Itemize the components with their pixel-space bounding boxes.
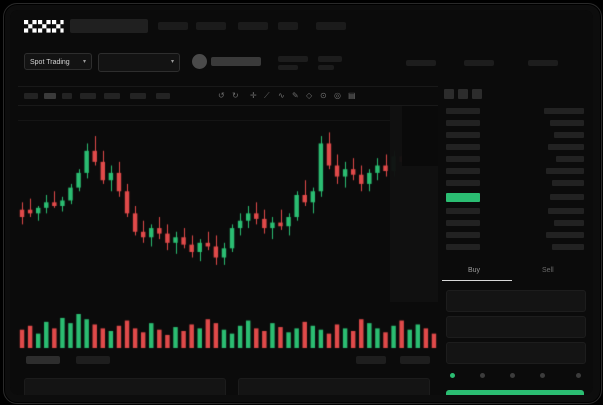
- overlay-artifact-2: [402, 106, 438, 166]
- eye-icon[interactable]: ◎: [334, 91, 341, 100]
- stat-last-price-sub: [278, 65, 298, 70]
- amount-field[interactable]: [446, 342, 586, 364]
- pencil-icon[interactable]: ✎: [292, 91, 299, 100]
- toolbar-btn-2[interactable]: [62, 93, 72, 99]
- trash-icon[interactable]: ▤: [348, 91, 356, 100]
- stat-last-price: [278, 56, 308, 62]
- bottom-panel-left[interactable]: [24, 378, 226, 395]
- toolbar-btn-4[interactable]: [104, 93, 120, 99]
- last-price-value: [550, 194, 584, 200]
- ask-row[interactable]: [446, 168, 480, 174]
- trendline-icon[interactable]: ⟋: [264, 91, 270, 100]
- ask-row[interactable]: [446, 108, 480, 114]
- nav-item-2[interactable]: [196, 22, 226, 30]
- ask-row[interactable]: [552, 180, 584, 186]
- chart-footer-tabs: [18, 354, 438, 368]
- bid-row[interactable]: [446, 220, 480, 226]
- coin-avatar: [192, 54, 207, 69]
- bid-row[interactable]: [446, 232, 480, 238]
- toolbar-btn-1[interactable]: [24, 93, 38, 99]
- ask-row[interactable]: [548, 144, 584, 150]
- toolbar-btn-3[interactable]: [80, 93, 96, 99]
- redo-icon[interactable]: ↻: [232, 91, 239, 100]
- bid-row[interactable]: [552, 244, 584, 250]
- toolbar-btn-interval-active[interactable]: [44, 93, 56, 99]
- okx-logo-icon[interactable]: [24, 20, 64, 33]
- chevron-down-icon: ▾: [82, 59, 86, 65]
- ask-row[interactable]: [556, 156, 584, 162]
- bid-row[interactable]: [446, 208, 480, 214]
- chart-toolbar: ↺ ↻ ✛ ⟋ ∿ ✎ ◇ ⊙ ◎ ▤: [18, 86, 438, 106]
- magnet-icon[interactable]: ⊙: [320, 91, 327, 100]
- undo-icon[interactable]: ↺: [218, 91, 225, 100]
- slider-dot-3[interactable]: [510, 373, 515, 378]
- tab-sell[interactable]: Sell: [542, 267, 554, 274]
- ask-row[interactable]: [446, 120, 480, 126]
- nav-item-1[interactable]: [158, 22, 188, 30]
- book-asks-icon[interactable]: [472, 89, 482, 99]
- ask-row[interactable]: [446, 132, 480, 138]
- ask-row[interactable]: [446, 180, 480, 186]
- book-both-icon[interactable]: [444, 89, 454, 99]
- crosshair-icon[interactable]: ✛: [250, 91, 257, 100]
- footer-right-tab-1[interactable]: [356, 356, 386, 364]
- chevron-down-icon: ▾: [170, 59, 174, 65]
- stat-24h-volume: [528, 60, 558, 66]
- toolbar-btn-5[interactable]: [130, 93, 146, 99]
- ask-row[interactable]: [546, 168, 584, 174]
- footer-tab-2[interactable]: [76, 356, 110, 364]
- stat-change: [318, 56, 342, 62]
- slider-dot-2[interactable]: [480, 373, 485, 378]
- ask-row[interactable]: [544, 108, 584, 114]
- nav-item-3[interactable]: [238, 22, 268, 30]
- footer-tab-1[interactable]: [26, 356, 60, 364]
- submit-order-button[interactable]: [446, 390, 584, 395]
- bid-row[interactable]: [554, 220, 584, 226]
- wave-icon[interactable]: ∿: [278, 91, 285, 100]
- search-input[interactable]: [70, 19, 148, 33]
- trading-mode-select[interactable]: Spot Trading ▾: [24, 53, 92, 70]
- bid-row[interactable]: [546, 232, 584, 238]
- top-navigation-bar: [10, 10, 593, 42]
- bid-row[interactable]: [446, 244, 480, 250]
- slider-dot-4[interactable]: [540, 373, 545, 378]
- ask-row[interactable]: [446, 144, 480, 150]
- stat-change-sub: [318, 65, 334, 70]
- candlestick-canvas: [18, 106, 438, 306]
- bottom-panel-right[interactable]: [238, 378, 430, 395]
- price-chart[interactable]: [18, 106, 438, 306]
- bid-row[interactable]: [548, 208, 584, 214]
- volume-canvas: [18, 310, 438, 350]
- nav-item-5[interactable]: [316, 22, 346, 30]
- book-bids-icon[interactable]: [458, 89, 468, 99]
- slider-dot-5[interactable]: [576, 373, 581, 378]
- order-type-field[interactable]: [446, 290, 586, 312]
- tab-buy[interactable]: Buy: [468, 267, 481, 274]
- stat-24h-high: [406, 60, 436, 66]
- nav-item-4[interactable]: [278, 22, 298, 30]
- stat-24h-low: [464, 60, 494, 66]
- order-book-view-tabs: [444, 89, 504, 101]
- last-price-highlight: [446, 193, 480, 202]
- slider-dot-1[interactable]: [450, 373, 455, 378]
- tab-buy-underline: [442, 280, 512, 281]
- trade-form-tabs: Buy Sell: [442, 262, 585, 282]
- toolbar-btn-6[interactable]: [156, 93, 170, 99]
- trading-mode-label: Spot Trading: [30, 59, 70, 66]
- pair-name-label: [211, 57, 261, 66]
- trading-pair-select[interactable]: ▾: [98, 53, 180, 72]
- ask-row[interactable]: [550, 120, 584, 126]
- footer-right-tab-2[interactable]: [400, 356, 430, 364]
- app-screen: Spot Trading ▾ ▾ ↺ ↻ ✛ ⟋ ∿ ✎: [10, 10, 593, 395]
- volume-chart: [18, 310, 438, 350]
- ask-row[interactable]: [446, 156, 480, 162]
- price-field[interactable]: [446, 316, 586, 338]
- ask-row[interactable]: [554, 132, 584, 138]
- shapes-icon[interactable]: ◇: [306, 91, 313, 100]
